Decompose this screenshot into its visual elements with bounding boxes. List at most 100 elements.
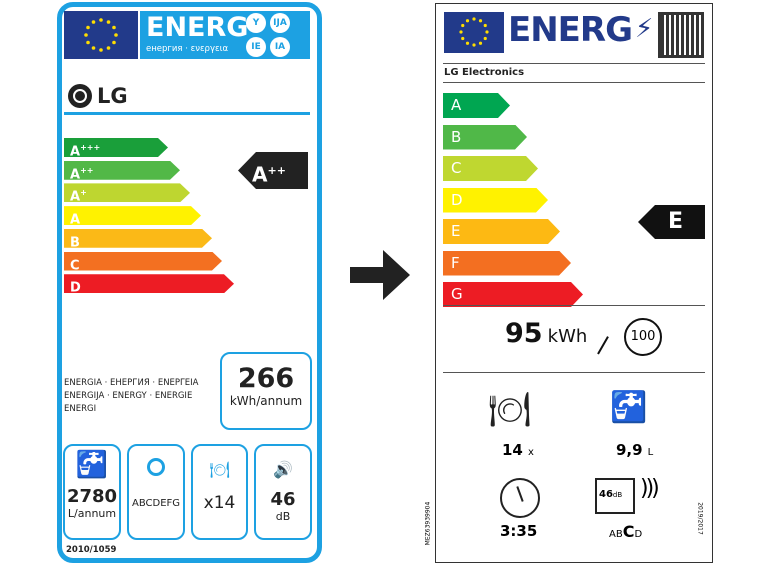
rating-label: A — [252, 162, 268, 187]
energy-class-bar: C — [64, 252, 222, 271]
class-label: C — [70, 257, 80, 273]
noise-classes: ABCD — [609, 522, 642, 541]
language-badge: IE — [246, 37, 266, 57]
star-icon — [461, 36, 465, 41]
noise-box: 🔊 46 dB — [254, 444, 312, 540]
divider — [443, 305, 705, 306]
place-settings-icon: 🍽 — [209, 460, 230, 479]
divider — [443, 82, 705, 83]
drying-box: ABCDEFG — [127, 444, 185, 540]
language-badge: IA — [270, 37, 290, 57]
noise-value: 46 — [599, 489, 613, 500]
model-code: MEZ63939904 — [424, 501, 432, 546]
capacity-unit: x — [527, 447, 534, 458]
clock-icon — [500, 478, 540, 518]
star-icon — [478, 41, 483, 45]
noise-classes-pre: AB — [609, 529, 623, 540]
star-icon — [112, 40, 116, 45]
drying-plate-icon — [147, 458, 165, 476]
place-settings-icon: 🍽 — [488, 390, 532, 430]
noise-unit: dB — [275, 510, 291, 523]
star-icon — [84, 33, 88, 37]
energy-class-bar: B — [64, 229, 212, 248]
new-energy-label — [435, 3, 713, 563]
water-tap-icon: 🚰 — [75, 450, 109, 480]
class-sup: + — [80, 188, 87, 198]
capacity-box: 🍽 x14 — [191, 444, 248, 540]
energy-words: ENERGIA · ЕНЕРГИЯ · ΕΝΕΡΓΕΙΑ ENERGIJA · … — [64, 378, 199, 414]
language-badge: IJA — [270, 13, 290, 33]
old-energy-label — [57, 2, 322, 563]
energy-header: ENERG енергия · ενεργεια Y IJA IE IA — [140, 11, 310, 59]
right-arrow-icon — [350, 250, 410, 300]
water-unit: L — [647, 447, 654, 458]
rating-sup: ++ — [267, 164, 286, 177]
energy-class-bar: A+ — [64, 183, 190, 202]
qr-code[interactable] — [658, 12, 704, 58]
capacity-value: x14 — [203, 493, 236, 513]
star-icon — [91, 46, 96, 50]
divider — [443, 63, 705, 64]
lightning-icon: ⚡ — [635, 14, 654, 44]
brand-name: LG — [97, 84, 128, 108]
water-unit: L/annum — [67, 507, 117, 520]
star-icon — [461, 23, 465, 28]
capacity: 14 x — [502, 440, 534, 459]
energy-subtitle: енергия · ενεργεια — [146, 44, 229, 54]
consumption: 95 kWh — [505, 318, 587, 349]
energy-class-bar: A — [64, 206, 201, 225]
drying-classes: ABCDEFG — [131, 498, 181, 509]
noise-value: 46 — [270, 489, 296, 510]
energy-title: ENERG — [146, 12, 249, 43]
divider — [64, 112, 310, 115]
star-icon — [106, 46, 111, 50]
star-icon — [91, 20, 96, 24]
programme-duration: 3:35 — [500, 522, 538, 540]
water-value: 9,9 — [616, 441, 643, 459]
class-sup: ++ — [80, 165, 94, 175]
class-label: D — [70, 280, 81, 296]
class-label: B — [70, 235, 80, 251]
consumption-value: 95 — [505, 318, 543, 349]
energy-class-bar: B — [443, 125, 527, 150]
star-icon — [465, 41, 470, 45]
star-icon — [112, 25, 116, 30]
capacity-value: 14 — [502, 441, 523, 459]
class-label: A — [70, 212, 81, 228]
water-tap-icon: 🚰 — [610, 390, 648, 425]
star-icon — [114, 33, 118, 37]
star-icon — [478, 19, 483, 23]
lg-logo-icon — [68, 84, 92, 108]
class-label: A — [70, 189, 81, 205]
energy-class-bar: A++ — [64, 161, 180, 180]
language-badge: Y — [246, 13, 266, 33]
cycles-icon: 100 — [624, 318, 662, 356]
star-icon — [472, 17, 476, 21]
energy-class-bar: D — [64, 274, 234, 293]
energy-class-bar: G — [443, 282, 583, 307]
class-label: A — [70, 167, 81, 183]
eu-flag-icon — [444, 12, 504, 53]
regulation-number: 2010/1059 — [66, 545, 117, 555]
divider — [443, 372, 705, 373]
class-label: A — [70, 144, 81, 160]
energy-class-bar: C — [443, 156, 538, 181]
speaker-icon: 🔊 — [273, 460, 293, 479]
noise-classes-post: D — [634, 529, 643, 540]
eu-flag-icon — [64, 11, 138, 59]
brand-name: LG Electronics — [444, 67, 525, 78]
noise-class: C — [622, 522, 635, 541]
speaker-icon: 46dB — [595, 478, 635, 514]
star-icon — [465, 19, 470, 23]
energy-class-bar: E — [443, 219, 560, 244]
consumption-unit: kWh/annum — [229, 394, 303, 408]
regulation-number: 2019/2017 — [696, 502, 704, 535]
water: 9,9 L — [616, 440, 653, 459]
star-icon — [485, 30, 489, 34]
star-icon — [86, 25, 90, 30]
star-icon — [472, 43, 476, 47]
star-icon — [99, 48, 103, 52]
consumption-box: 266 kWh/annum — [220, 352, 312, 430]
energy-title: ENERG — [508, 10, 633, 50]
star-icon — [99, 18, 103, 22]
